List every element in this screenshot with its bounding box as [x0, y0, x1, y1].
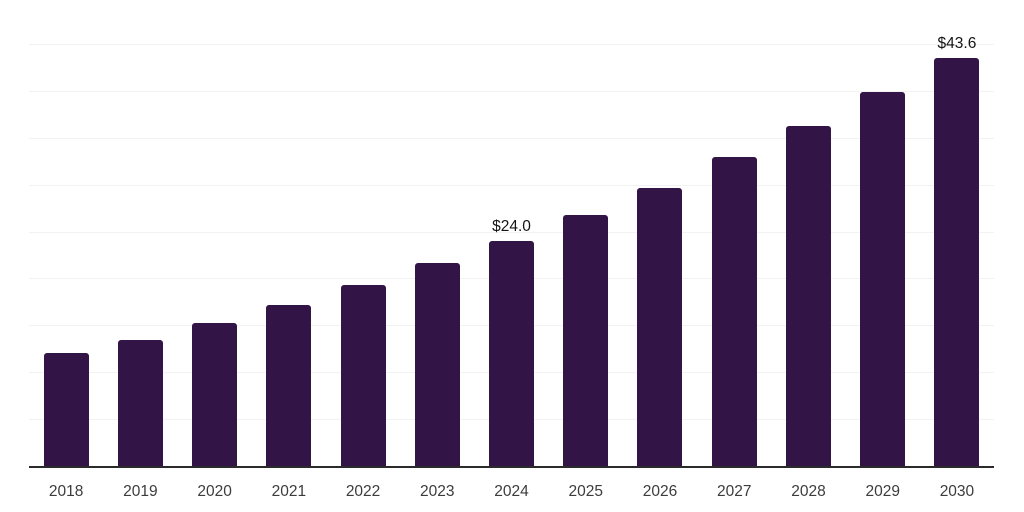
bar-2030: [934, 57, 980, 466]
bar-2026: [637, 188, 683, 466]
bar-value-label-2024: $24.0: [492, 218, 531, 236]
gridline-35: [29, 137, 994, 139]
bar-2023: [414, 262, 460, 466]
gridline-40: [29, 91, 994, 93]
x-tick-label-2021: 2021: [271, 483, 307, 500]
gridline-25: [29, 231, 994, 233]
x-tick-label-2019: 2019: [123, 483, 158, 500]
x-tick-label-2020: 2020: [197, 483, 232, 500]
x-tick-label-2030: 2030: [939, 483, 975, 500]
bar-2019: [117, 339, 163, 466]
x-tick-label-2028: 2028: [791, 483, 826, 500]
bar-group-2022: [326, 0, 400, 466]
x-tick-label-2018: 2018: [48, 483, 84, 500]
x-tick-label-2024: 2024: [494, 483, 529, 500]
bar-group-2026: [623, 0, 697, 466]
bar-group-2019: [103, 0, 177, 466]
x-tick-label-2027: 2027: [716, 483, 752, 500]
gridline-30: [29, 184, 994, 186]
bar-value-label-2030: $43.6: [937, 34, 977, 52]
bar-2028: [785, 126, 831, 466]
bar-2027: [711, 157, 757, 466]
bar-2018: [43, 352, 89, 466]
bars-row: $24.0 $43.6: [29, 0, 994, 466]
bar-group-2027: [697, 0, 771, 466]
bar-group-2025: [549, 0, 623, 466]
bar-group-2023: [400, 0, 474, 466]
bar-2024: [489, 241, 535, 466]
bar-group-2021: [252, 0, 326, 466]
x-tick-label-2029: 2029: [865, 483, 900, 500]
bar-2020: [192, 322, 238, 466]
gridline-45: [29, 44, 994, 46]
bar-2021: [266, 305, 312, 466]
bar-group-2028: [771, 0, 845, 466]
bar-2029: [860, 91, 906, 466]
bar-group-2029: [846, 0, 920, 466]
plot-area: $24.0 $43.6: [29, 0, 994, 468]
bar-group-2030: $43.6: [920, 0, 994, 466]
bar-group-2020: [177, 0, 251, 466]
x-tick-label-2025: 2025: [568, 483, 603, 500]
bar-2022: [340, 285, 386, 466]
x-axis-labels: 2018 2019 2020 2021 2022 2023 2024 2025 2026 2027…: [29, 470, 994, 500]
bar-group-2018: [29, 0, 103, 466]
x-tick-label-2026: 2026: [642, 483, 678, 500]
x-tick-label-2022: 2022: [345, 483, 381, 500]
bar-group-2024: $24.0: [474, 0, 548, 466]
bar-2025: [563, 215, 609, 466]
x-tick-label-2023: 2023: [420, 483, 455, 500]
